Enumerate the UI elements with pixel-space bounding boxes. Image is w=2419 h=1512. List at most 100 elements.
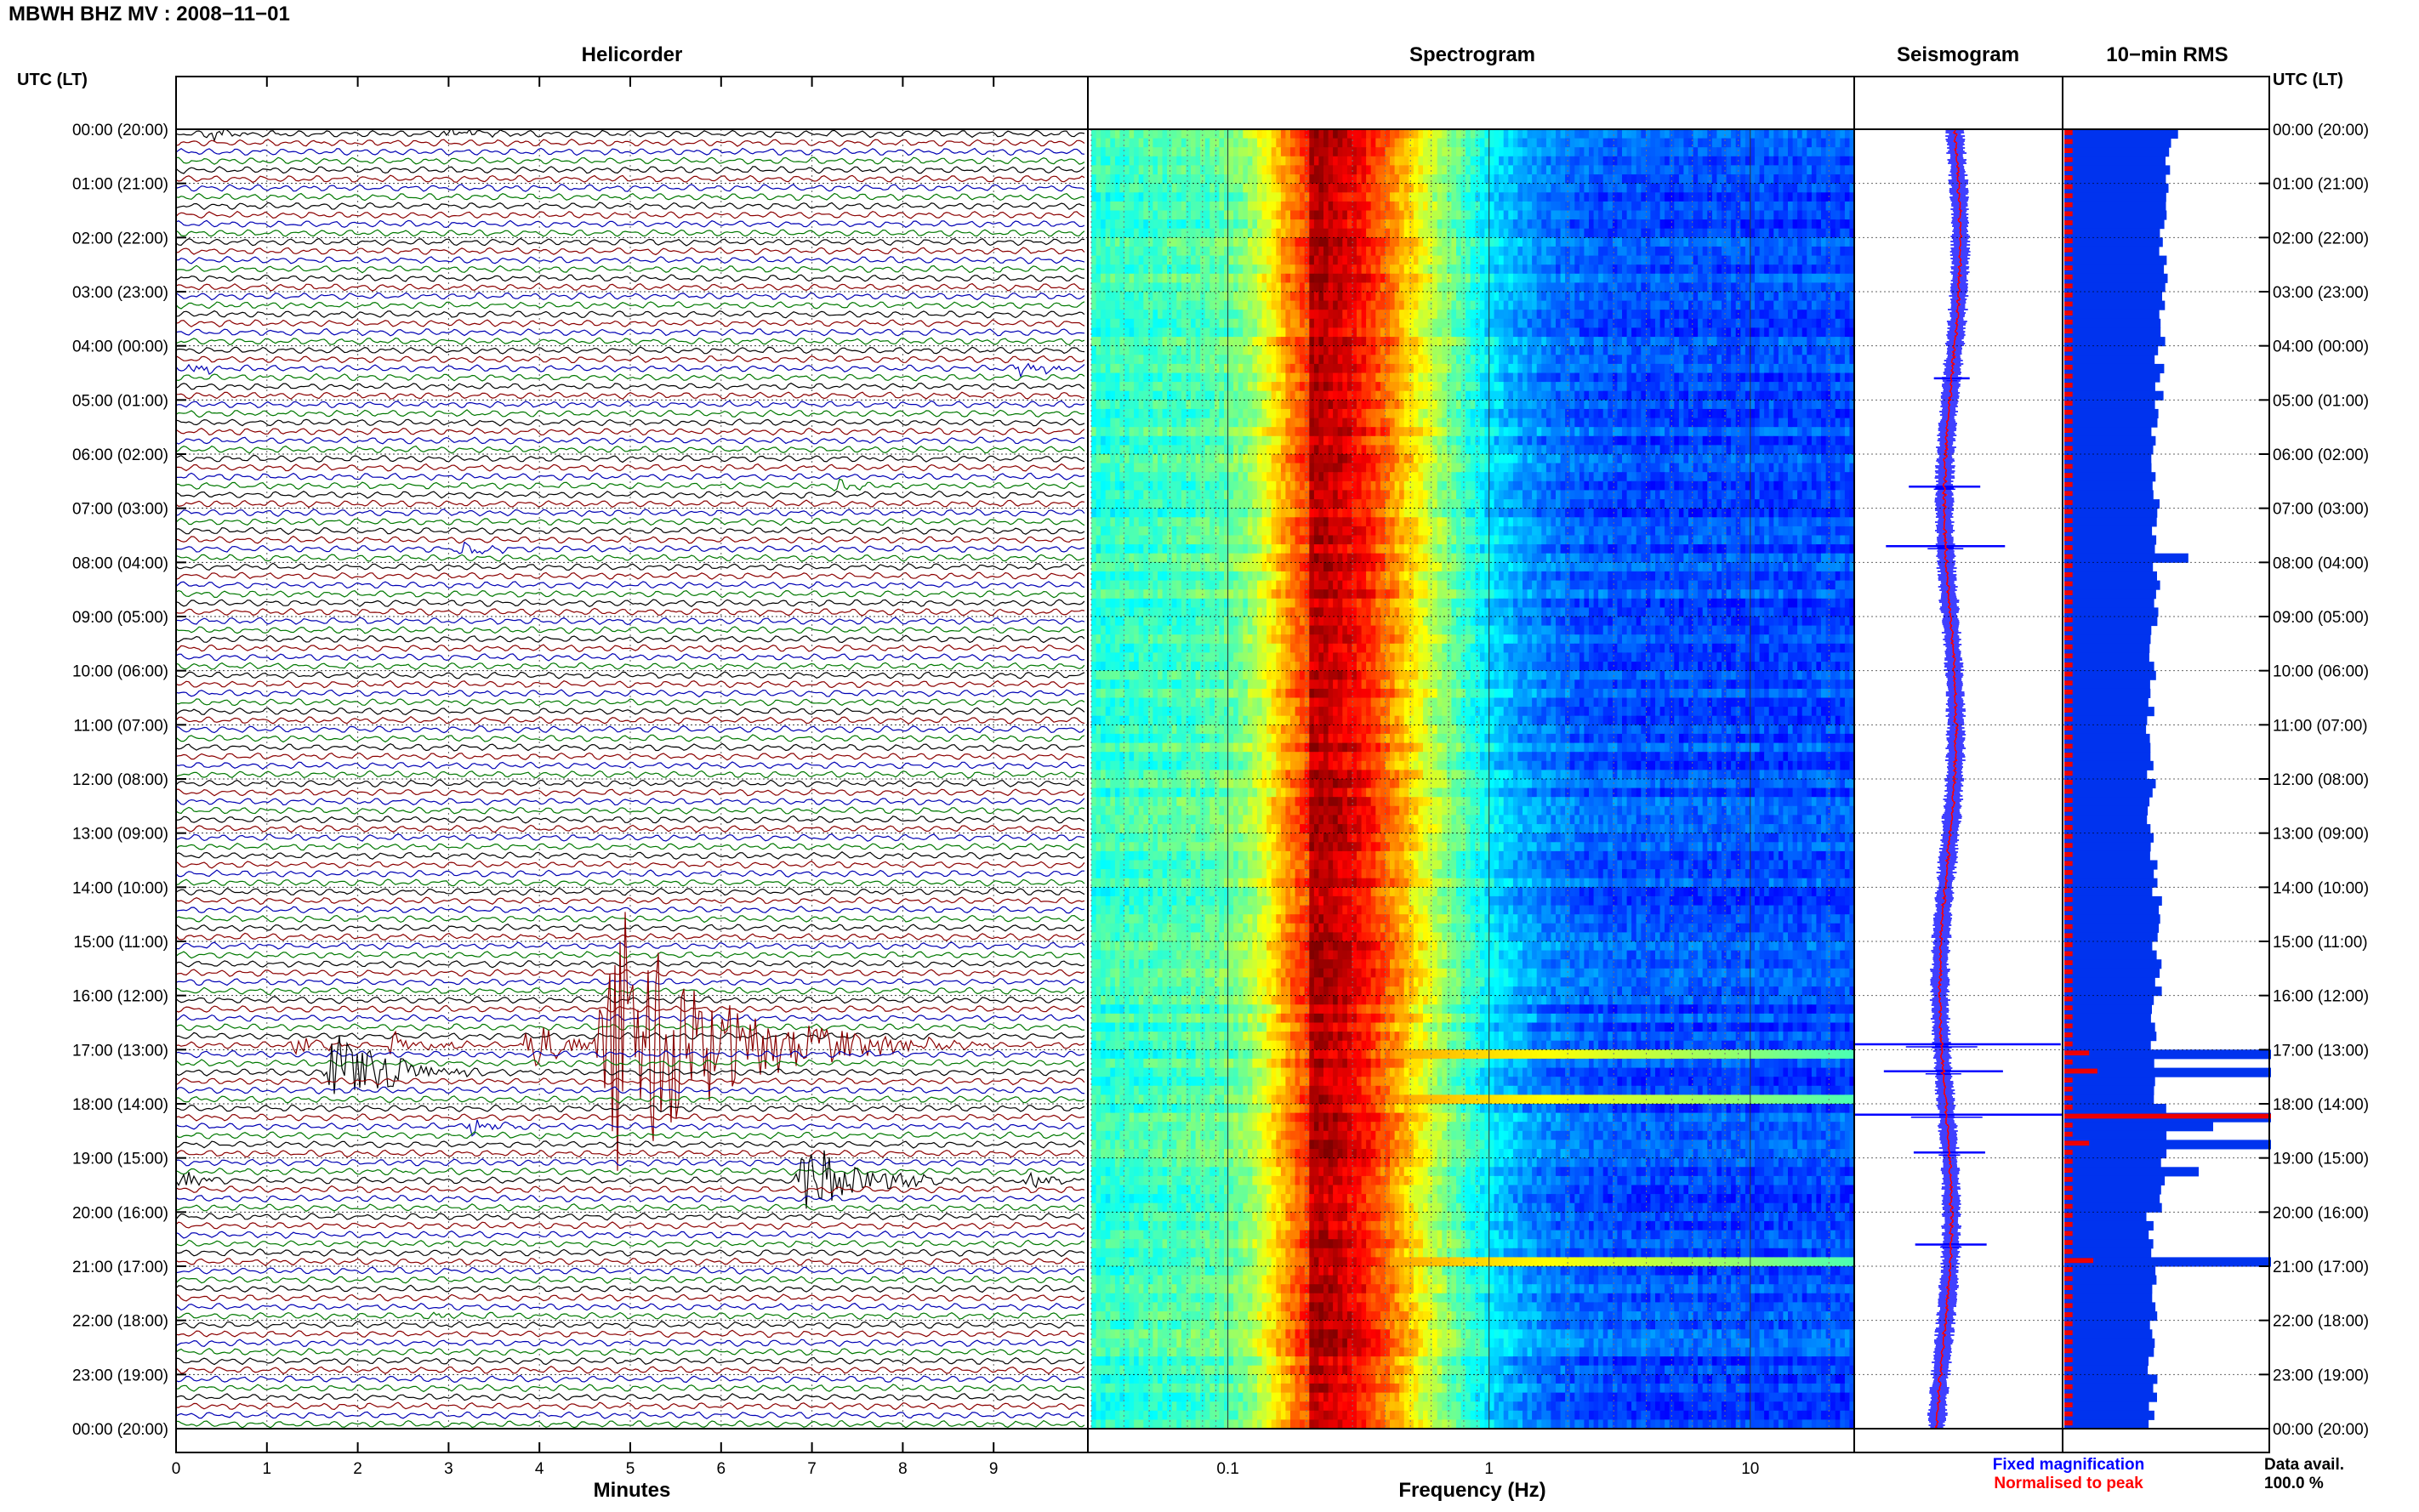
rms-marker <box>2064 997 2073 1002</box>
rms-marker <box>2064 500 2073 505</box>
rms-marker <box>2064 473 2073 478</box>
left-hour-label: 15:00 (11:00) <box>73 934 168 952</box>
rms-marker <box>2064 328 2073 333</box>
rms-bar <box>2064 400 2155 409</box>
rms-bar <box>2064 1185 2161 1195</box>
rms-marker <box>2064 1140 2089 1145</box>
rms-bar <box>2064 996 2154 1005</box>
seismogram-title: Seismogram <box>1897 43 2019 66</box>
rms-marker <box>2064 347 2073 352</box>
rms-marker <box>2064 212 2073 217</box>
rms-marker <box>2064 798 2073 803</box>
rms-bar <box>2064 1049 2271 1059</box>
rms-marker <box>2064 1015 2073 1020</box>
left-hour-label: 04:00 (00:00) <box>72 338 168 356</box>
left-hour-label: 06:00 (02:00) <box>72 446 168 464</box>
right-hour-label: 00:00 (20:00) <box>2273 1421 2369 1439</box>
rms-marker <box>2064 220 2073 225</box>
rms-bar <box>2064 1094 2154 1104</box>
rms-marker <box>2064 1159 2073 1164</box>
rms-bar <box>2064 1239 2154 1248</box>
data-avail-value: 100.0 % <box>2264 1475 2324 1492</box>
rms-marker <box>2064 175 2073 180</box>
rms-marker <box>2064 762 2073 767</box>
rms-bar <box>2064 896 2162 906</box>
rms-bar <box>2064 1158 2161 1168</box>
rms-marker <box>2064 725 2073 730</box>
rms-bar <box>2064 977 2155 986</box>
rms-bar <box>2064 689 2150 698</box>
rms-marker <box>2064 861 2073 867</box>
rms-bar <box>2064 382 2155 391</box>
rms-bar <box>2064 264 2164 274</box>
rms-marker <box>2064 600 2073 605</box>
frequency-tick-label: 1 <box>1484 1460 1494 1478</box>
rms-marker <box>2064 392 2073 397</box>
rms-bar <box>2064 364 2164 373</box>
left-hour-label: 11:00 (07:00) <box>73 717 168 735</box>
rms-marker <box>2064 717 2073 722</box>
rms-marker <box>2064 1024 2073 1029</box>
rms-bar <box>2064 607 2159 617</box>
rms-bar <box>2064 1014 2151 1023</box>
left-hour-label: 03:00 (23:00) <box>72 284 168 302</box>
rms-bar <box>2064 319 2160 328</box>
rms-marker <box>2064 1367 2073 1372</box>
rms-bar <box>2064 337 2166 346</box>
right-hour-label: 19:00 (15:00) <box>2273 1151 2369 1168</box>
right-hour-label: 15:00 (11:00) <box>2273 934 2368 952</box>
rms-marker <box>2064 952 2073 957</box>
rms-bar <box>2064 526 2152 536</box>
right-hour-label: 17:00 (13:00) <box>2273 1042 2369 1060</box>
rms-marker <box>2064 1123 2073 1128</box>
rms-marker <box>2064 1032 2073 1037</box>
rms-bar <box>2064 490 2154 499</box>
rms-bar <box>2064 671 2156 680</box>
rms-marker <box>2064 383 2073 388</box>
rms-bar <box>2064 1257 2271 1266</box>
rms-marker <box>2064 1213 2073 1218</box>
rms-marker <box>2064 870 2073 875</box>
right-hour-label: 05:00 (01:00) <box>2273 392 2369 410</box>
rms-bar <box>2064 292 2162 301</box>
left-hour-label: 01:00 (21:00) <box>72 176 168 194</box>
rms-bar <box>2064 562 2153 571</box>
rms-bar <box>2064 869 2154 878</box>
rms-marker <box>2064 1050 2089 1055</box>
rms-bar <box>2064 256 2166 265</box>
rms-bar <box>2064 391 2164 401</box>
rms-bar <box>2064 1356 2149 1366</box>
left-hour-label: 18:00 (14:00) <box>72 1096 168 1114</box>
rms-bar <box>2064 139 2171 148</box>
rms-bar <box>2064 1140 2271 1149</box>
spectrogram-x-label: Frequency (Hz) <box>1398 1479 1545 1502</box>
rms-marker <box>2064 455 2073 460</box>
rms-marker <box>2064 139 2073 145</box>
rms-marker <box>2064 1186 2073 1191</box>
rms-bar <box>2064 878 2158 888</box>
rms-marker <box>2064 1042 2073 1047</box>
rms-marker <box>2064 1114 2271 1119</box>
rms-marker <box>2064 1077 2073 1083</box>
minute-tick-label: 4 <box>535 1460 544 1478</box>
rms-marker <box>2064 744 2073 749</box>
rms-bar <box>2064 454 2151 463</box>
rms-bar <box>2064 129 2178 139</box>
rms-bar <box>2064 761 2154 770</box>
rms-marker <box>2064 897 2073 902</box>
rms-marker <box>2064 708 2073 713</box>
right-hour-label: 09:00 (05:00) <box>2273 609 2369 627</box>
left-axis-title: UTC (LT) <box>17 71 88 89</box>
rms-marker <box>2064 247 2073 253</box>
rms-bar <box>2064 986 2162 996</box>
rms-bar <box>2064 1131 2166 1140</box>
rms-marker <box>2064 1285 2073 1290</box>
rms-bar <box>2064 617 2157 626</box>
rms-bar <box>2064 951 2157 960</box>
rms-marker <box>2064 166 2073 171</box>
right-hour-label: 07:00 (03:00) <box>2273 501 2369 519</box>
rms-marker <box>2064 148 2073 153</box>
rms-bar <box>2064 211 2166 220</box>
rms-marker <box>2064 410 2073 415</box>
rms-marker <box>2064 230 2073 235</box>
